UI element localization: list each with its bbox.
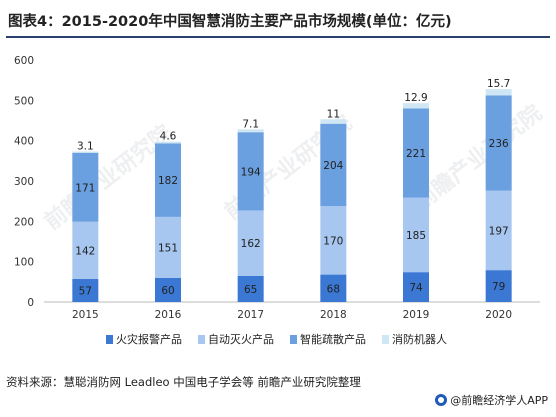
brand-credit: @前瞻经济学人APP (435, 392, 548, 408)
data-label: 142 (75, 245, 95, 257)
x-tick-label: 2018 (320, 309, 347, 321)
bar-segment (72, 152, 99, 222)
bar-segment (237, 129, 264, 133)
bar-segment (72, 279, 99, 302)
data-label: 221 (406, 148, 426, 160)
y-tick-label: 400 (14, 136, 34, 148)
bar-segment (403, 197, 429, 273)
data-label: 185 (406, 230, 426, 242)
bar-segment (72, 151, 99, 153)
bar-segment (155, 277, 181, 302)
bar-segment (72, 221, 99, 280)
data-label: 7.1 (242, 118, 259, 130)
bar-segment (403, 108, 429, 198)
bar-segment (237, 275, 264, 302)
bar-segment (320, 119, 347, 124)
data-label: 65 (244, 284, 257, 296)
brand-text: @前瞻经济学人APP (450, 394, 548, 407)
bar-segment (320, 274, 347, 302)
x-tick-label: 2020 (485, 309, 512, 321)
x-tick-label: 2016 (155, 309, 182, 321)
y-tick-label: 0 (27, 297, 34, 309)
data-label: 236 (489, 138, 509, 150)
y-tick-label: 600 (14, 55, 34, 67)
data-label: 162 (241, 238, 261, 250)
legend-swatch (290, 335, 297, 344)
bar-segment (320, 206, 347, 275)
data-label: 171 (75, 182, 95, 194)
bar-segment (237, 132, 264, 211)
bar-segment (485, 95, 512, 191)
legend-swatch (106, 335, 113, 344)
data-label: 11 (327, 108, 340, 120)
bar-segment (320, 123, 347, 207)
y-tick-label: 200 (14, 216, 34, 228)
legend-label: 火灾报警产品 (116, 332, 182, 346)
y-tick-label: 300 (14, 176, 34, 188)
bar-segment (485, 89, 512, 96)
bar-segment (155, 141, 181, 144)
data-label: 79 (492, 281, 505, 293)
source-note: 资料来源：慧聪消防网 Leadleo 中国电子学会等 前瞻产业研究院整理 (6, 375, 361, 389)
data-label: 194 (241, 166, 261, 178)
x-tick-label: 2017 (237, 309, 264, 321)
data-label: 197 (489, 225, 509, 237)
data-label: 15.7 (487, 78, 510, 90)
x-tick-label: 2015 (72, 309, 99, 321)
data-label: 3.1 (77, 141, 94, 153)
bar-segment (237, 210, 264, 276)
data-label: 204 (323, 160, 343, 172)
bar-segment (485, 190, 512, 271)
title-divider (6, 36, 550, 38)
chart-title: 图表4：2015-2020年中国智慧消防主要产品市场规模(单位：亿元) (8, 14, 452, 30)
bar-segment (155, 143, 181, 217)
legend-swatch (198, 335, 205, 344)
data-label: 60 (161, 285, 174, 297)
bar-segment (155, 216, 181, 278)
brand-logo-icon (435, 394, 448, 406)
data-label: 12.9 (404, 92, 427, 104)
data-label: 4.6 (160, 131, 177, 143)
legend-label: 消防机器人 (392, 332, 447, 346)
y-tick-label: 100 (14, 257, 34, 269)
y-tick-label: 500 (14, 95, 34, 107)
legend-label: 智能疏散产品 (300, 332, 366, 346)
data-label: 182 (158, 175, 178, 187)
data-label: 57 (79, 286, 92, 298)
legend-label: 自动灭火产品 (208, 332, 274, 346)
data-label: 74 (409, 282, 423, 294)
data-label: 151 (158, 242, 178, 254)
bar-segment (485, 270, 512, 302)
bar-segment (403, 272, 429, 302)
x-tick-label: 2019 (403, 309, 430, 321)
bar-segment (403, 103, 429, 109)
data-label: 170 (323, 235, 343, 247)
legend-swatch (382, 335, 389, 344)
data-label: 68 (327, 283, 340, 295)
stacked-bar-chart: 0 100 200 300 400 500 600 57 142 171 3.1 2015 60 151 1… (14, 55, 540, 346)
